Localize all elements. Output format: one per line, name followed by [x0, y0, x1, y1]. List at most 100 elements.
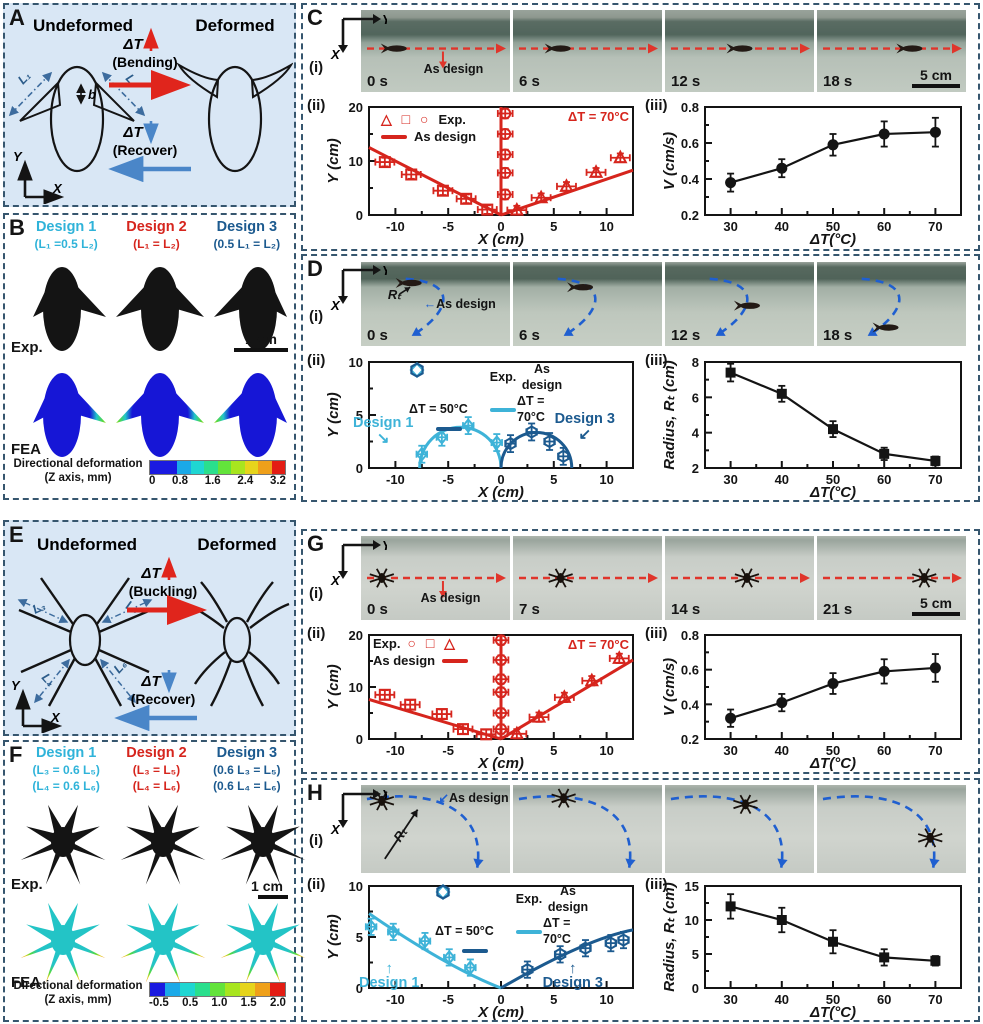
svg-text:0: 0 — [356, 208, 363, 223]
svg-text:10: 10 — [599, 219, 613, 234]
design3-formula1: (0.6 L₃ = L₅) — [213, 763, 281, 777]
colorbar-segment — [231, 461, 245, 474]
svg-text:0: 0 — [497, 219, 504, 234]
colorbar-tick: 0.5 — [182, 997, 199, 1009]
colorbar-gradient — [149, 982, 286, 997]
undeformed-title: Undeformed — [37, 535, 137, 554]
colorbar-ticks: -0.5 0.5 1.0 1.5 2.0 — [149, 997, 286, 1009]
fish-silhouette-design1 — [13, 255, 111, 359]
x-axis-label: X — [52, 181, 63, 196]
svg-text:0.4: 0.4 — [681, 172, 700, 187]
svg-text:0.8: 0.8 — [681, 628, 699, 643]
as-design-header: As design — [521, 362, 563, 392]
svg-text:10: 10 — [599, 992, 613, 1007]
x-axis-label: X — [330, 822, 341, 836]
timestamp: 0 s — [367, 327, 388, 344]
colorbar-title-line2: (Z axis, mm) — [44, 994, 112, 1007]
scalebar-1cm: 1 cm — [234, 331, 288, 352]
svg-text:5: 5 — [692, 947, 699, 962]
colorbar-segment — [190, 461, 204, 474]
timestamp: 21 s — [823, 601, 853, 618]
colorbar-title-line2: (Z axis, mm) — [44, 472, 112, 485]
colorbar-tick: 3.2 — [269, 475, 286, 487]
photo-frame-18s: 18 s 5 cm — [817, 10, 966, 92]
delta-t-recover: ΔT — [122, 124, 144, 141]
svg-text:40: 40 — [775, 992, 789, 1007]
chart-legend: △ □ ○ Exp. As design — [381, 111, 476, 145]
subfig-i: (i) — [309, 585, 324, 602]
svg-text:50: 50 — [826, 992, 840, 1007]
design3-name: Design 3 — [216, 219, 278, 235]
photo-frame-7s: 7 s — [513, 536, 662, 620]
colorbar-title-line1: Directional deformation — [13, 458, 143, 470]
svg-text:70: 70 — [928, 219, 942, 234]
design2-name: Design 2 — [126, 219, 187, 235]
panel-letter-C: C — [307, 5, 323, 30]
svg-text:ΔT(°C): ΔT(°C) — [809, 484, 856, 500]
delta-t-buckling: ΔT — [140, 565, 162, 582]
design3-name: Design 3 — [216, 745, 278, 761]
panel-letter-D: D — [307, 256, 323, 281]
svg-text:-5: -5 — [442, 472, 454, 487]
svg-text:Radius, Rₜ (cm): Radius, Rₜ (cm) — [661, 360, 678, 469]
svg-text:Y (cm): Y (cm) — [325, 138, 342, 184]
delta-t-recover: ΔT — [140, 673, 162, 690]
undeformed-title: Undeformed — [33, 16, 133, 35]
colorbar-title-line1: Directional deformation — [13, 980, 143, 992]
turning-trajectory-chart: -10 -5 0 5 10 0 5 10 X (cm) Y (cm) Exp. As design… — [325, 878, 643, 1020]
design3-formula2: (0.6 L₄ = L₆) — [213, 779, 281, 793]
exp-markers: △ □ ○ — [381, 111, 432, 127]
svg-text:60: 60 — [877, 743, 891, 758]
exp-markers: ○ □ △ — [407, 635, 458, 651]
colorbar-B: Directional deformation (Z axis, mm) 0 0.… — [9, 457, 290, 495]
as-design-label: As design — [414, 128, 477, 144]
photo-frame-0s: 0 s As design — [361, 10, 510, 92]
velocity-chart: 30 40 50 60 70 0.2 0.4 0.6 0.8 ΔT(°C) V (cm/s) — [661, 99, 971, 247]
as-design-label: As design — [420, 591, 481, 606]
x-axis-label: X — [330, 298, 341, 312]
as-design-text: As design — [436, 297, 496, 312]
panel-A-schematic-fish: Undeformed Deformed L₁ L₂ b ΔT (Bending)… — [3, 3, 296, 207]
svg-text:-5: -5 — [442, 743, 454, 758]
timestamp: 6 s — [519, 73, 540, 90]
timestamp: 14 s — [671, 601, 701, 618]
exp-header: Exp. — [489, 369, 517, 384]
exp-label: Exp. — [373, 635, 401, 651]
timestamp: 12 s — [671, 73, 701, 90]
recover-label: (Recover) — [113, 142, 178, 158]
svg-text:30: 30 — [723, 219, 737, 234]
t50-line-swatch — [490, 407, 516, 412]
dim-L4: L₄ — [39, 671, 58, 690]
y-axis-label: Y — [382, 538, 387, 553]
colorbar-segment — [177, 461, 191, 474]
design1-name: Design 1 — [35, 745, 97, 761]
photo-frame-0s: 0 s As design — [361, 536, 510, 620]
colorbar-segment — [270, 983, 285, 996]
colorbar-segment — [180, 983, 195, 996]
panel-letter-E: E — [9, 522, 24, 547]
dim-L1: L₁ — [15, 69, 33, 87]
scalebar-1cm: 1 cm — [246, 878, 288, 899]
photo-frame-0s: 0 s Rₜ ←As design — [361, 262, 510, 346]
subfig-ii: (ii) — [307, 97, 326, 114]
photo-frame-14s: 14 s — [665, 536, 814, 620]
design1-callout: Design 1 ↘ — [353, 416, 413, 446]
colorbar-segment — [244, 461, 258, 474]
colorbar-tick: 1.5 — [240, 997, 257, 1009]
colorbar-segment — [204, 461, 218, 474]
as-design-label: As design — [423, 62, 484, 77]
photo-axes-glyph: Y X — [330, 538, 387, 587]
turning-radius-label: Rₜ — [387, 287, 402, 303]
svg-text:0.2: 0.2 — [681, 208, 699, 223]
svg-text:ΔT(°C): ΔT(°C) — [809, 1004, 856, 1020]
delta-t-annotation: ΔT = 70°C — [567, 637, 629, 652]
svg-text:V (cm/s): V (cm/s) — [661, 132, 678, 190]
svg-text:10: 10 — [685, 913, 699, 928]
svg-text:Radius, Rₜ (cm): Radius, Rₜ (cm) — [661, 882, 678, 991]
timestamp: 7 s — [519, 601, 540, 618]
colorbar-segment — [255, 983, 270, 996]
photo-frame-18s: 18 s — [817, 262, 966, 346]
svg-text:-10: -10 — [386, 743, 405, 758]
y-axis-label: Y — [382, 263, 387, 278]
design2-name: Design 2 — [126, 745, 187, 761]
